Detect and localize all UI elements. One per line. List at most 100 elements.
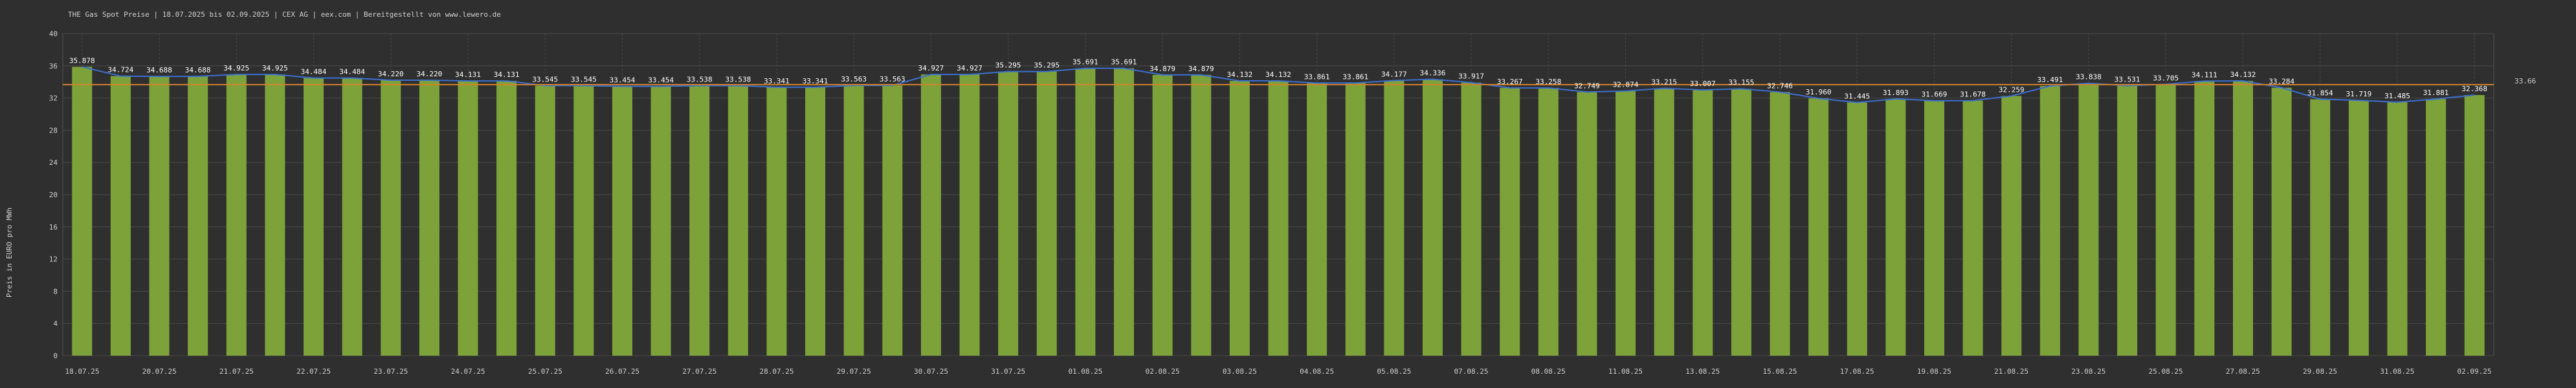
bar bbox=[304, 78, 324, 356]
x-tick-label: 21.08.25 bbox=[1994, 367, 2028, 376]
data-label: 34.688 bbox=[185, 66, 211, 74]
x-tick-label: 15.08.25 bbox=[1762, 367, 1797, 376]
bar bbox=[2117, 86, 2137, 356]
data-label: 31.960 bbox=[1806, 88, 1832, 96]
bar bbox=[766, 87, 786, 356]
bar bbox=[805, 87, 825, 356]
data-label: 35.691 bbox=[1072, 58, 1098, 67]
bar bbox=[1577, 92, 1597, 356]
data-label: 33.705 bbox=[2153, 74, 2179, 82]
bar bbox=[728, 85, 748, 356]
x-tick-label: 24.07.25 bbox=[451, 367, 485, 376]
bar bbox=[2156, 84, 2176, 356]
y-tick-label: 28 bbox=[49, 126, 58, 135]
data-label: 31.445 bbox=[1844, 92, 1870, 101]
data-label: 33.861 bbox=[1304, 72, 1330, 81]
data-label: 34.132 bbox=[1265, 70, 1291, 79]
x-tick-label: 04.08.25 bbox=[1300, 367, 1334, 376]
bar bbox=[1230, 81, 1250, 356]
bar bbox=[1654, 88, 1674, 356]
data-label: 33.545 bbox=[532, 75, 558, 83]
bar bbox=[1037, 72, 1057, 356]
bar bbox=[998, 72, 1018, 356]
bar bbox=[111, 76, 131, 356]
bar bbox=[921, 74, 941, 356]
bar bbox=[1847, 103, 1867, 356]
data-label: 33.284 bbox=[2269, 78, 2294, 86]
x-tick-label: 25.07.25 bbox=[528, 367, 562, 376]
bar bbox=[1808, 98, 1828, 356]
x-tick-label: 18.07.25 bbox=[65, 367, 100, 376]
bar bbox=[1191, 75, 1211, 356]
data-label: 34.879 bbox=[1149, 65, 1175, 73]
x-tick-label: 02.09.25 bbox=[2458, 367, 2492, 376]
data-label: 35.691 bbox=[1111, 58, 1137, 67]
data-label: 33.491 bbox=[2037, 76, 2063, 84]
x-tick-label: 13.08.25 bbox=[1685, 367, 1720, 376]
x-tick-label: 01.08.25 bbox=[1068, 367, 1102, 376]
x-tick-label: 11.08.25 bbox=[1608, 367, 1643, 376]
bar bbox=[265, 74, 285, 356]
y-tick-label: 0 bbox=[53, 352, 58, 360]
x-tick-label: 26.07.25 bbox=[605, 367, 639, 376]
data-label: 31.893 bbox=[1883, 89, 1909, 97]
bar bbox=[960, 74, 980, 356]
bar bbox=[2233, 81, 2253, 356]
bar bbox=[342, 78, 362, 356]
data-label: 32.746 bbox=[1767, 81, 1793, 90]
bar bbox=[419, 80, 439, 356]
bar bbox=[458, 81, 478, 356]
x-tick-label: 25.08.25 bbox=[2149, 367, 2183, 376]
bar bbox=[2040, 86, 2060, 356]
data-label: 34.132 bbox=[1227, 70, 1253, 79]
data-label: 33.563 bbox=[841, 75, 867, 83]
x-tick-label: 31.08.25 bbox=[2380, 367, 2414, 376]
y-tick-label: 8 bbox=[53, 287, 58, 296]
data-label: 33.258 bbox=[1535, 78, 1561, 86]
data-label: 33.341 bbox=[764, 77, 790, 85]
bar bbox=[1075, 69, 1095, 356]
bar bbox=[689, 85, 709, 356]
bar bbox=[1924, 101, 1944, 356]
data-label: 34.220 bbox=[417, 70, 443, 78]
bar bbox=[2387, 102, 2407, 356]
bar bbox=[2078, 83, 2098, 356]
x-tick-label: 23.08.25 bbox=[2071, 367, 2105, 376]
bar bbox=[1307, 83, 1327, 356]
data-label: 34.925 bbox=[262, 64, 288, 72]
chart-svg: 048121620242832364018.07.25 20.07.25 21.07… bbox=[0, 0, 2576, 388]
data-label: 33.861 bbox=[1342, 72, 1368, 81]
data-label: 32.749 bbox=[1574, 81, 1600, 90]
data-label: 34.925 bbox=[223, 64, 249, 72]
bar bbox=[1963, 101, 1983, 356]
data-label: 33.341 bbox=[803, 77, 828, 85]
data-label: 31.854 bbox=[2307, 89, 2333, 97]
y-tick-label: 20 bbox=[49, 191, 58, 199]
data-label: 34.927 bbox=[918, 64, 944, 72]
data-label: 34.220 bbox=[378, 70, 404, 78]
y-tick-label: 36 bbox=[49, 62, 58, 70]
data-label: 31.719 bbox=[2346, 90, 2371, 98]
chart-root: THE Gas Spot Preise | 18.07.2025 bis 02.… bbox=[0, 0, 2576, 388]
bar bbox=[1423, 80, 1443, 356]
bar bbox=[227, 74, 247, 356]
data-label: 34.927 bbox=[957, 64, 983, 72]
data-label: 34.484 bbox=[301, 68, 327, 76]
bar bbox=[1114, 69, 1134, 356]
bar bbox=[1500, 88, 1520, 356]
x-tick-label: 22.07.25 bbox=[296, 367, 331, 376]
data-label: 32.368 bbox=[2461, 85, 2487, 93]
bar bbox=[2426, 99, 2446, 356]
bar bbox=[72, 67, 92, 356]
y-tick-label: 16 bbox=[49, 223, 58, 232]
bar bbox=[1461, 83, 1482, 356]
x-tick-label: 21.07.25 bbox=[219, 367, 254, 376]
bar bbox=[1731, 89, 1751, 356]
data-label: 34.688 bbox=[146, 66, 172, 74]
data-label: 35.295 bbox=[1034, 61, 1060, 70]
data-label: 31.669 bbox=[1922, 91, 1948, 99]
data-label: 33.007 bbox=[1690, 80, 1716, 88]
data-label: 33.545 bbox=[571, 75, 597, 83]
x-tick-label: 27.08.25 bbox=[2226, 367, 2260, 376]
data-label: 34.132 bbox=[2230, 70, 2256, 79]
